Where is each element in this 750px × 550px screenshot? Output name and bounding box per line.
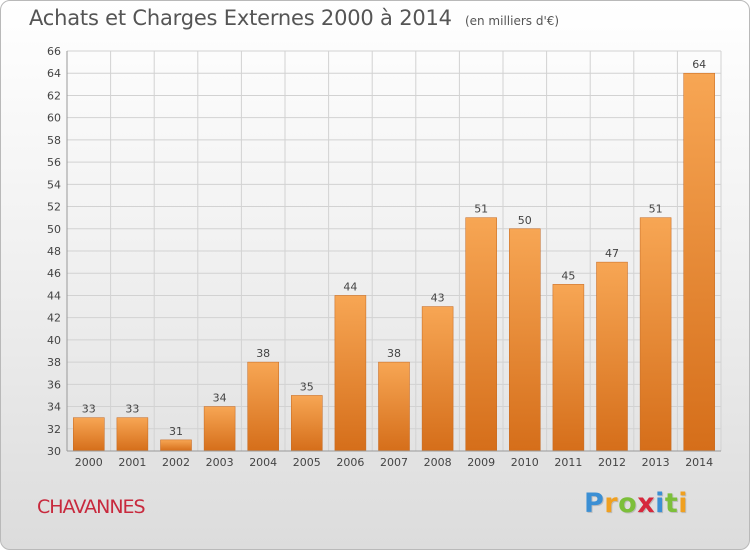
y-tick-label: 40 bbox=[47, 334, 61, 347]
y-tick-label: 60 bbox=[47, 112, 61, 125]
bar-value-label: 31 bbox=[169, 425, 183, 438]
bar bbox=[291, 395, 323, 452]
bar bbox=[421, 306, 454, 452]
x-tick-label: 2012 bbox=[598, 456, 626, 469]
y-tick-label: 62 bbox=[47, 89, 61, 102]
x-tick-label: 2001 bbox=[118, 456, 146, 469]
x-tick-label: 2007 bbox=[380, 456, 408, 469]
logo-letter: i bbox=[678, 488, 689, 519]
bar-value-label: 51 bbox=[649, 203, 663, 216]
x-tick-label: 2004 bbox=[249, 456, 277, 469]
x-tick-label: 2011 bbox=[554, 456, 582, 469]
logo-letter: P bbox=[584, 488, 605, 519]
y-tick-label: 36 bbox=[47, 378, 61, 391]
bars bbox=[73, 72, 715, 452]
y-tick-label: 56 bbox=[47, 156, 61, 169]
y-tick-label: 38 bbox=[47, 356, 61, 369]
bar-value-label: 43 bbox=[431, 292, 445, 305]
bar bbox=[247, 361, 279, 452]
commune-name: CHAVANNES bbox=[37, 496, 146, 518]
logo-letter: t bbox=[664, 488, 679, 519]
proxiti-logo: Proxiti bbox=[584, 488, 688, 519]
x-tick-label: 2005 bbox=[293, 456, 321, 469]
chart-title-main: Achats et Charges Externes 2000 à 2014 bbox=[29, 6, 452, 30]
bar bbox=[203, 406, 236, 452]
y-tick-label: 66 bbox=[47, 45, 61, 58]
bar-value-label: 51 bbox=[474, 203, 488, 216]
x-tick-label: 2008 bbox=[424, 456, 452, 469]
bar bbox=[509, 228, 541, 452]
logo-letter: r bbox=[604, 488, 619, 519]
bar-value-label: 35 bbox=[300, 380, 314, 393]
y-tick-label: 50 bbox=[47, 223, 61, 236]
bar bbox=[596, 261, 628, 452]
logo-letter: x bbox=[637, 488, 656, 519]
bar bbox=[73, 417, 105, 452]
bar bbox=[465, 217, 497, 452]
bar-value-label: 38 bbox=[387, 347, 401, 360]
x-tick-label: 2006 bbox=[336, 456, 364, 469]
bar-value-label: 64 bbox=[692, 58, 706, 71]
y-tick-label: 48 bbox=[47, 245, 61, 258]
bar-value-label: 47 bbox=[605, 247, 619, 260]
x-tick-label: 2013 bbox=[642, 456, 670, 469]
y-tick-label: 30 bbox=[47, 445, 61, 458]
bar-value-label: 33 bbox=[125, 403, 139, 416]
bar-value-label: 50 bbox=[518, 214, 532, 227]
chart-title: Achats et Charges Externes 2000 à 2014 (… bbox=[29, 6, 559, 30]
y-tick-label: 42 bbox=[47, 312, 61, 325]
x-tick-label: 2009 bbox=[467, 456, 495, 469]
x-tick-label: 2002 bbox=[162, 456, 190, 469]
bar bbox=[683, 72, 715, 452]
bar-value-label: 44 bbox=[343, 280, 357, 293]
bar bbox=[378, 361, 410, 452]
y-tick-label: 64 bbox=[47, 67, 61, 80]
bar-value-label: 33 bbox=[82, 403, 96, 416]
y-tick-label: 54 bbox=[47, 178, 61, 191]
x-tick-label: 2003 bbox=[206, 456, 234, 469]
y-tick-label: 32 bbox=[47, 423, 61, 436]
y-tick-label: 52 bbox=[47, 201, 61, 214]
logo-letter: i bbox=[655, 488, 665, 519]
bar bbox=[639, 217, 672, 452]
bar-value-label: 38 bbox=[256, 347, 270, 360]
bar bbox=[116, 417, 149, 452]
x-tick-label: 2014 bbox=[685, 456, 713, 469]
x-tick-label: 2000 bbox=[75, 456, 103, 469]
chart-subtitle: (en milliers d'€) bbox=[464, 14, 560, 28]
y-tick-label: 58 bbox=[47, 134, 61, 147]
bar bbox=[160, 439, 192, 452]
y-tick-label: 34 bbox=[47, 401, 61, 414]
axes: 30 32 34 36 38 40 42 44 46 48 50 52 54 56 58 60 62 64 66 33… bbox=[47, 45, 721, 469]
bar bbox=[334, 295, 367, 452]
y-tick-label: 44 bbox=[47, 289, 61, 302]
bar-value-label: 45 bbox=[561, 269, 575, 282]
bar-value-label: 34 bbox=[213, 392, 227, 405]
y-tick-label: 46 bbox=[47, 267, 61, 280]
x-tick-label: 2010 bbox=[511, 456, 539, 469]
logo-letter: o bbox=[618, 488, 638, 519]
bar bbox=[552, 284, 585, 452]
